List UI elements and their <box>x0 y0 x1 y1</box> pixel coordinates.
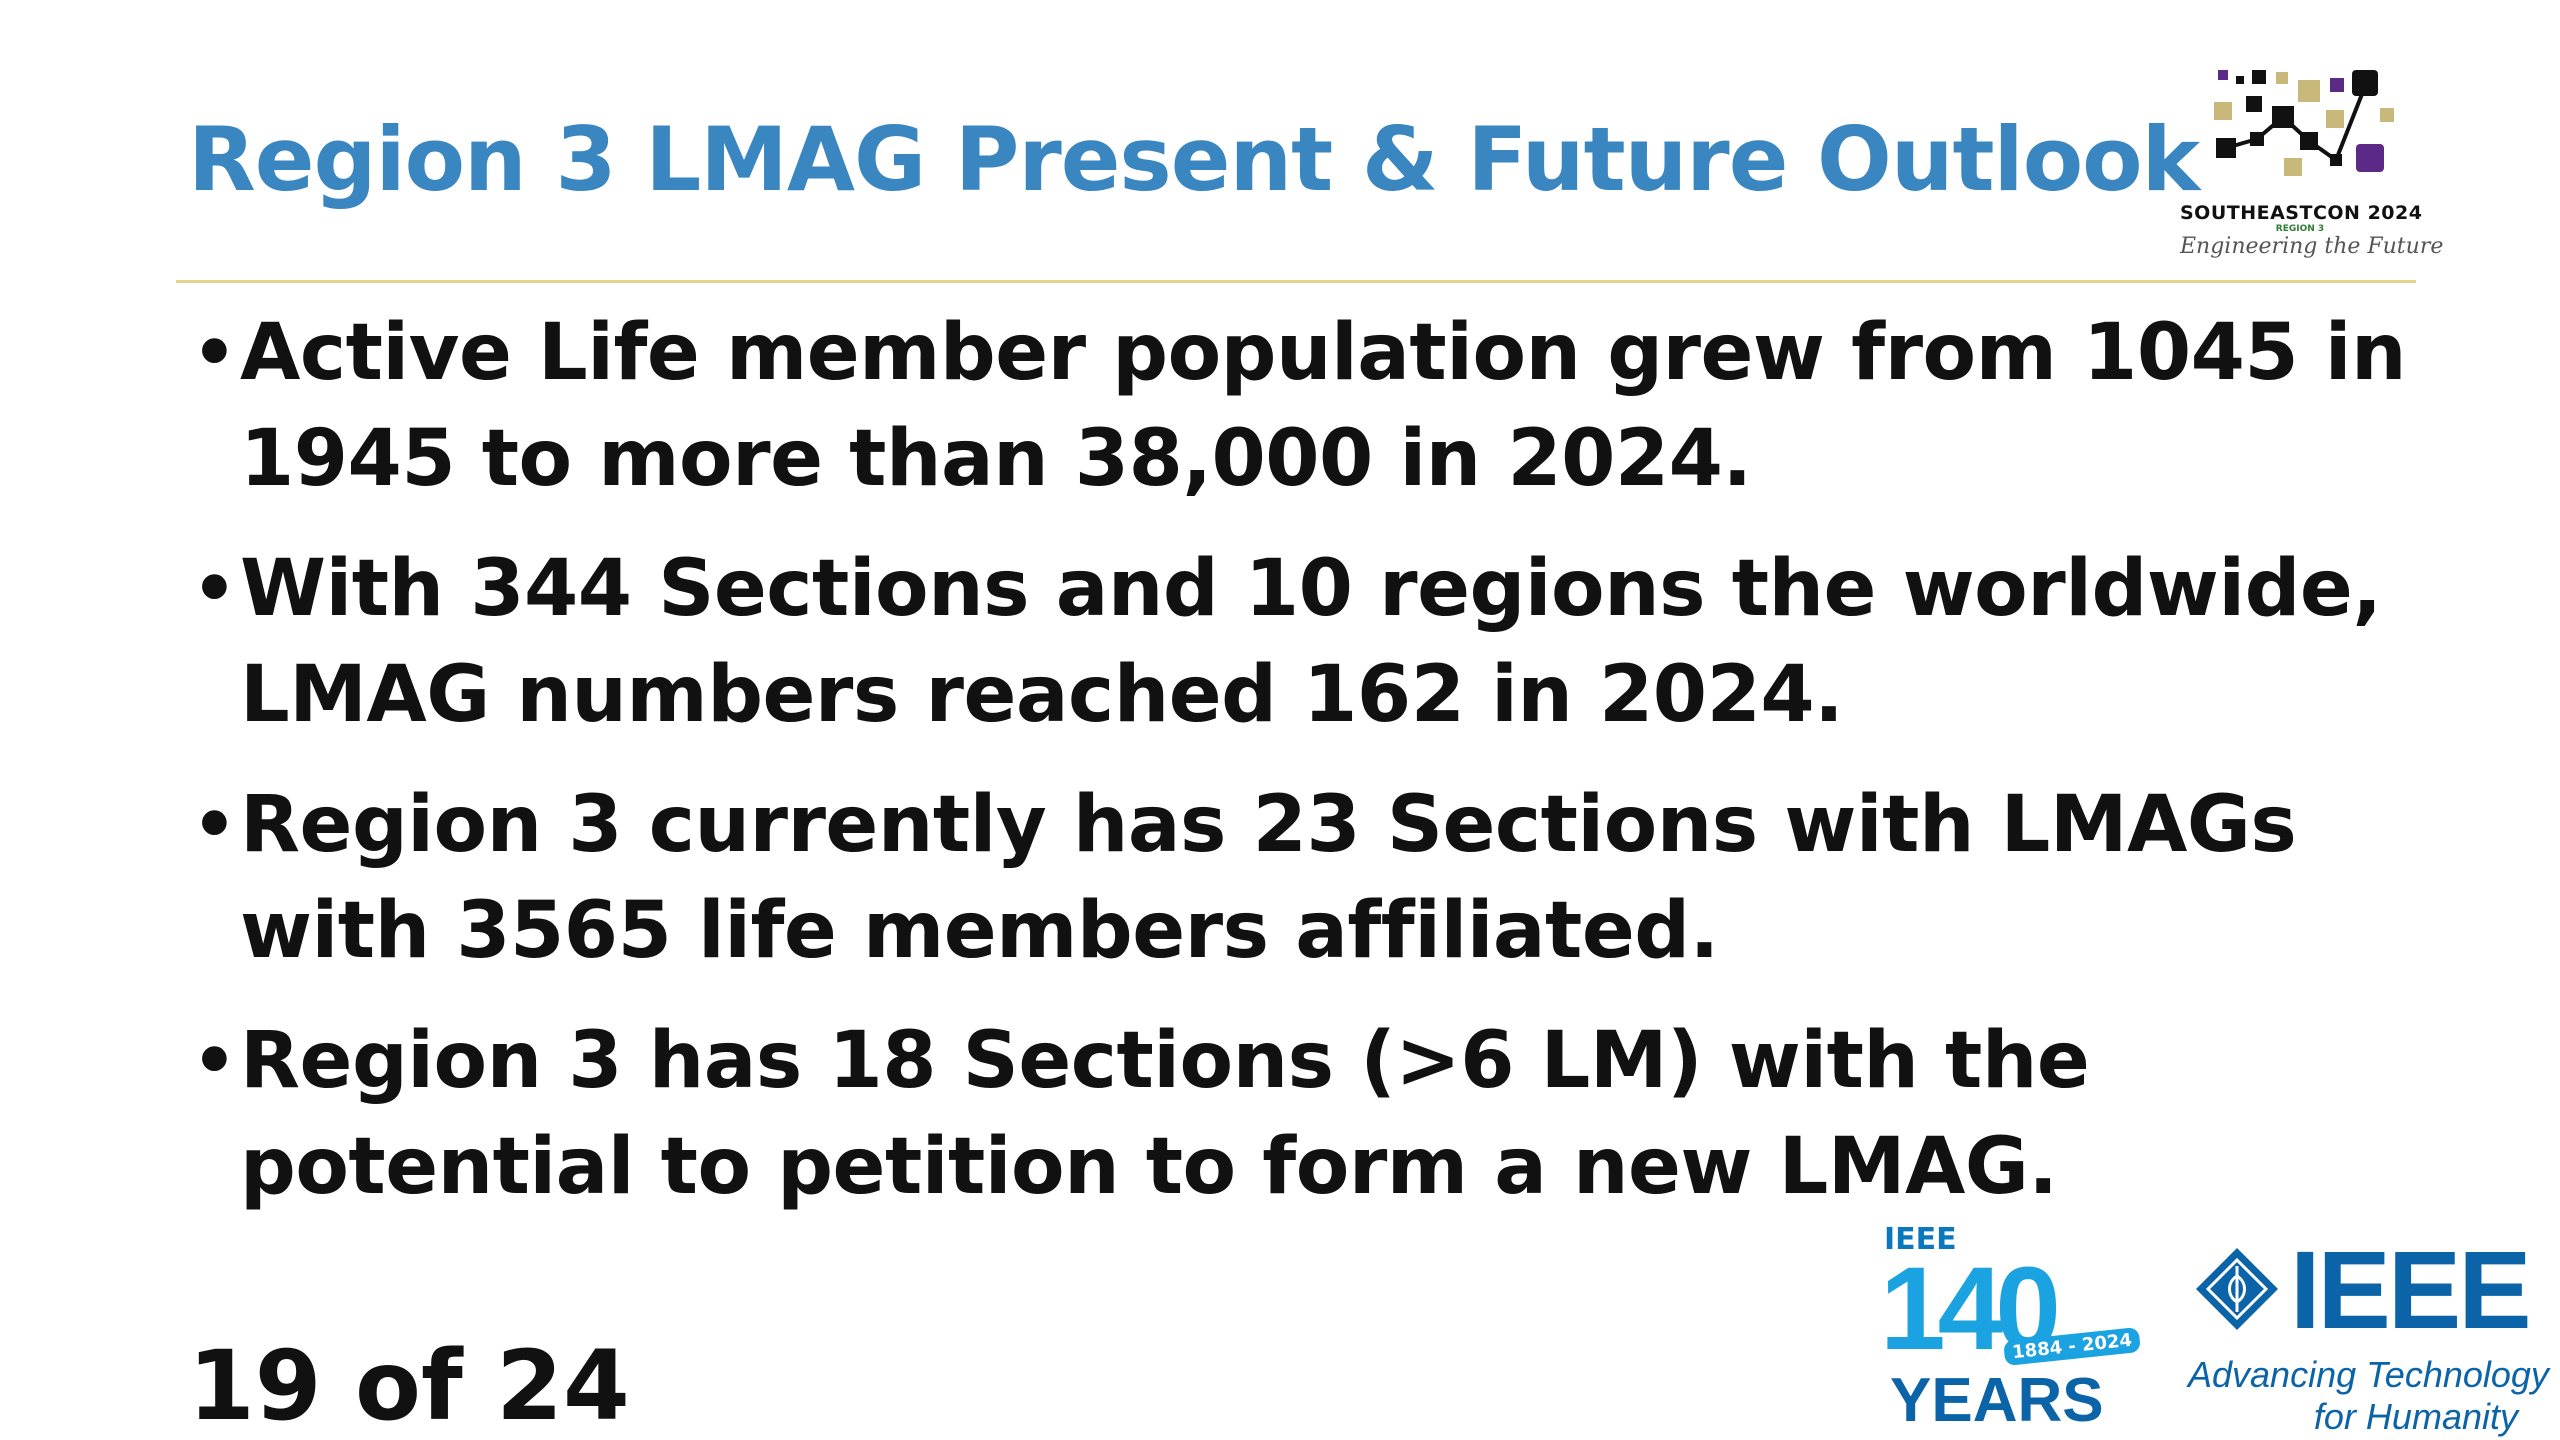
ieee-tagline-line2: for Humanity <box>2313 1396 2518 1437</box>
page-number: 19 of 24 <box>188 1330 630 1440</box>
bullet-list: • Active Life member population grew fro… <box>188 300 2408 1244</box>
bullet-text: Region 3 has 18 Sections (>6 LM) with th… <box>240 1016 2090 1212</box>
ieee-tagline-line1: Advancing Technology <box>2188 1354 2549 1395</box>
ieee-diamond-icon <box>2196 1248 2278 1330</box>
southeastcon-logo: SOUTHEASTCON 2024 REGION 3 Engineering t… <box>2180 66 2444 266</box>
ieee-logo: IEEE Advancing Technology for Humanity <box>2180 1229 2549 1438</box>
title-divider <box>176 280 2416 283</box>
bullet-text: Active Life member population grew from … <box>240 308 2407 504</box>
bullet-text: With 344 Sections and 10 regions the wor… <box>240 544 2382 740</box>
conference-name: SOUTHEASTCON 2024 <box>2180 202 2423 224</box>
bullet-item: • Region 3 currently has 23 Sections wit… <box>188 772 2408 984</box>
ieee-wordmark: IEEE <box>2290 1229 2532 1352</box>
bullet-item: • Active Life member population grew fro… <box>188 300 2408 512</box>
slide-title: Region 3 LMAG Present & Future Outlook <box>188 108 2200 211</box>
bullet-marker: • <box>192 548 237 630</box>
ieee-140-years-logo: IEEE 140 1884 - 2024 YEARS <box>1880 1222 2160 1432</box>
conference-tagline: Engineering the Future <box>2180 234 2444 259</box>
data-network-icon <box>2214 70 2394 176</box>
conference-region: REGION 3 <box>2275 224 2325 234</box>
bullet-marker: • <box>192 1020 237 1102</box>
bullet-item: • Region 3 has 18 Sections (>6 LM) with … <box>188 1008 2408 1220</box>
bullet-marker: • <box>192 312 237 394</box>
bullet-text: Region 3 currently has 23 Sections with … <box>240 780 2297 976</box>
bullet-marker: • <box>192 784 237 866</box>
bullet-item: • With 344 Sections and 10 regions the w… <box>188 536 2408 748</box>
anniversary-word: YEARS <box>1890 1366 2104 1435</box>
anniversary-org: IEEE <box>1884 1222 1957 1257</box>
